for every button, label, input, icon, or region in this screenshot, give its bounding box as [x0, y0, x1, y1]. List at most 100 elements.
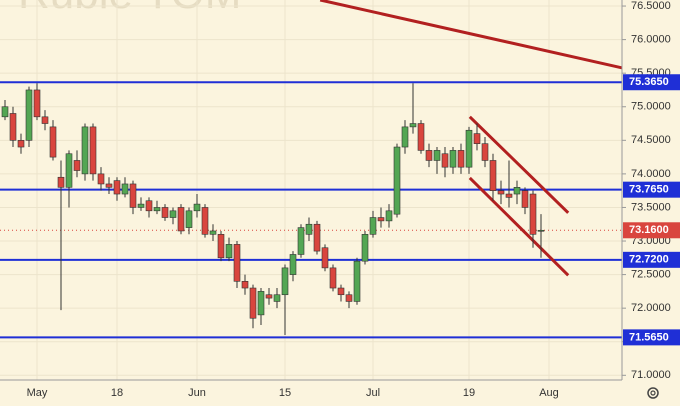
candle-body [121, 183, 129, 195]
candle-body [401, 126, 409, 148]
candle-body [113, 180, 121, 195]
x-tick-label: 19 [463, 387, 475, 399]
candle-body [481, 143, 489, 161]
candle-body [329, 267, 337, 289]
candle-body [281, 267, 289, 296]
candle-body [185, 210, 193, 228]
candle-body [265, 294, 273, 299]
candle-body [153, 207, 161, 212]
y-tick-label: 73.5000 [631, 201, 671, 213]
candle-body [441, 153, 449, 168]
candle-body [417, 123, 425, 151]
candle-body [529, 193, 537, 235]
trend-line [319, 0, 622, 70]
candle-body [449, 150, 457, 168]
candle-body [217, 234, 225, 259]
candle-body [273, 294, 281, 302]
y-tick-label: 75.0000 [631, 101, 671, 113]
x-tick-label: Jul [366, 387, 380, 399]
candle-body [57, 176, 65, 188]
candle-body [505, 193, 513, 198]
x-tick-label: Aug [539, 387, 559, 399]
candle-body [521, 190, 529, 208]
candle-body [337, 287, 345, 296]
candle-body [33, 89, 41, 118]
candle-body [369, 217, 377, 235]
price-tag-label: 71.5650 [629, 331, 669, 343]
candle-body [305, 223, 313, 235]
x-tick-label: 18 [111, 387, 123, 399]
price-tag [623, 222, 680, 239]
candle-body [497, 190, 505, 195]
candle-body [345, 294, 353, 302]
candle-body [361, 234, 369, 262]
settings-icon[interactable] [647, 387, 659, 399]
candle-body [313, 223, 321, 252]
candle-body [537, 229, 545, 232]
candle-body [241, 281, 249, 289]
candle-body [393, 146, 401, 215]
candle-body [65, 153, 73, 188]
candle-body [201, 207, 209, 235]
candle-body [297, 227, 305, 255]
candle-body [97, 173, 105, 185]
x-tick-label: Jun [188, 387, 206, 399]
price-tag-label: 72.7200 [629, 254, 669, 266]
y-tick-label: 72.0000 [631, 302, 671, 314]
x-tick-label: 15 [279, 387, 291, 399]
candle-body [377, 217, 385, 222]
candle-body [489, 160, 497, 191]
trend-line [468, 115, 570, 214]
candle-body [457, 150, 465, 168]
candle-body [249, 287, 257, 319]
candle-body [225, 244, 233, 259]
y-tick-label: 71.0000 [631, 369, 671, 381]
candle-body [17, 140, 25, 148]
candle-body [81, 126, 89, 175]
candle-body [321, 247, 329, 269]
plot-area [0, 0, 622, 380]
y-tick-label: 74.0000 [631, 168, 671, 180]
price-tag [623, 181, 680, 198]
candle-body [209, 230, 217, 235]
candle-body [1, 106, 9, 118]
y-tick-label: 76.5000 [631, 0, 671, 12]
price-tag [623, 329, 680, 346]
x-tick-label: May [27, 387, 48, 399]
candle-body [105, 183, 113, 188]
price-tag-label: 73.1600 [629, 224, 669, 236]
candle-body [289, 254, 297, 275]
candle-body [41, 116, 49, 124]
candle-body [137, 203, 145, 208]
price-tag [623, 74, 680, 91]
candle-body [425, 150, 433, 161]
candle-body [433, 150, 441, 161]
price-tag-label: 73.7650 [629, 184, 669, 196]
y-tick-label: 76.0000 [631, 34, 671, 46]
price-tag [623, 251, 680, 268]
trend-line [468, 176, 570, 277]
candle-body [49, 126, 57, 158]
candle-body [169, 210, 177, 218]
candle-body [161, 207, 169, 218]
candle-body [233, 244, 241, 282]
candle-body [353, 260, 361, 302]
candle-body [9, 113, 17, 141]
candle-body [257, 291, 265, 316]
watermark: Ruble TOM [18, 0, 241, 18]
candle-body [465, 129, 473, 168]
candle-body [513, 187, 521, 195]
candle-body [145, 200, 153, 212]
candle-body [129, 183, 137, 208]
candle-body [385, 210, 393, 222]
candle-body [473, 133, 481, 144]
price-tag-label: 75.3650 [629, 76, 669, 88]
y-tick-label: 74.5000 [631, 134, 671, 146]
candle-body [73, 160, 81, 171]
candle-body [25, 89, 33, 141]
candle-body [193, 203, 201, 212]
candle-body [89, 126, 97, 175]
y-tick-label: 72.5000 [631, 268, 671, 280]
candle-body [409, 123, 417, 128]
